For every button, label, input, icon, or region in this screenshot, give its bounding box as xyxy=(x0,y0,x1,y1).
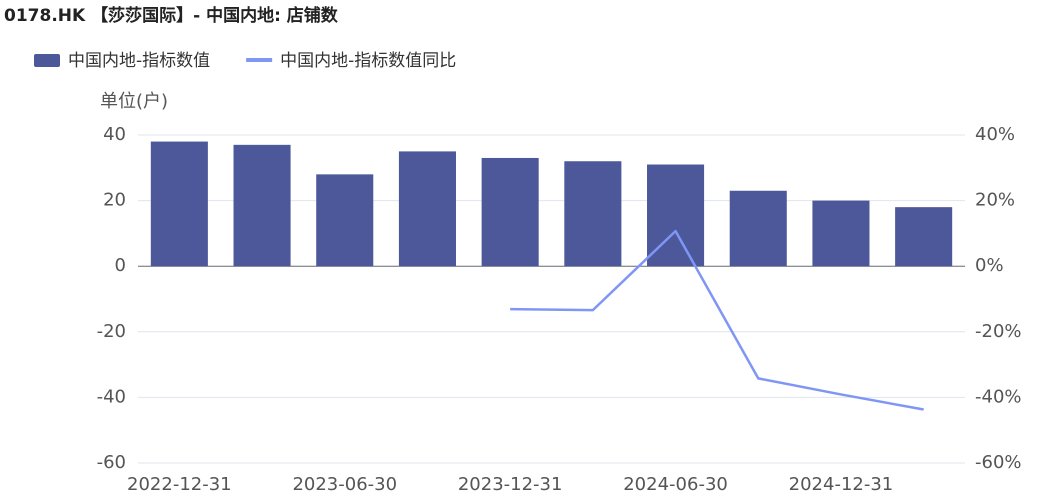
y2-tick-label: 0% xyxy=(975,255,1004,276)
legend-swatch xyxy=(34,54,60,67)
x-tick-label: 2023-06-30 xyxy=(292,474,397,495)
bar xyxy=(150,141,208,267)
y-tick-label: 0 xyxy=(115,255,126,276)
y-tick-label: -40 xyxy=(97,386,126,407)
bar xyxy=(233,144,291,267)
bar xyxy=(812,200,870,267)
chart-title: 0178.HK 【莎莎国际】- 中国内地: 店铺数 xyxy=(4,5,339,26)
y-tick-label: 40 xyxy=(103,124,126,145)
y-tick-label: 20 xyxy=(103,190,126,211)
x-tick-label: 2024-06-30 xyxy=(623,474,728,495)
y-tick-label: -60 xyxy=(97,452,126,473)
legend-label: 中国内地-指标数值同比 xyxy=(280,51,456,71)
y2-tick-label: -40% xyxy=(975,386,1022,407)
y-axis-label: 单位(户) xyxy=(100,91,168,112)
bar xyxy=(729,190,787,267)
y2-tick-label: -20% xyxy=(975,321,1022,342)
bar xyxy=(895,207,953,267)
legend-label: 中国内地-指标数值 xyxy=(68,51,210,71)
bar xyxy=(564,161,622,267)
x-tick-label: 2024-12-31 xyxy=(789,474,894,495)
x-tick-label: 2023-12-31 xyxy=(458,474,563,495)
bar xyxy=(481,157,539,267)
bar xyxy=(398,151,456,267)
y2-tick-label: -60% xyxy=(975,452,1022,473)
y2-tick-label: 40% xyxy=(975,124,1015,145)
bar xyxy=(316,174,374,267)
line xyxy=(510,229,924,411)
x-tick-label: 2022-12-31 xyxy=(127,474,232,495)
y2-tick-label: 20% xyxy=(975,190,1015,211)
y-tick-label: -20 xyxy=(97,321,126,342)
